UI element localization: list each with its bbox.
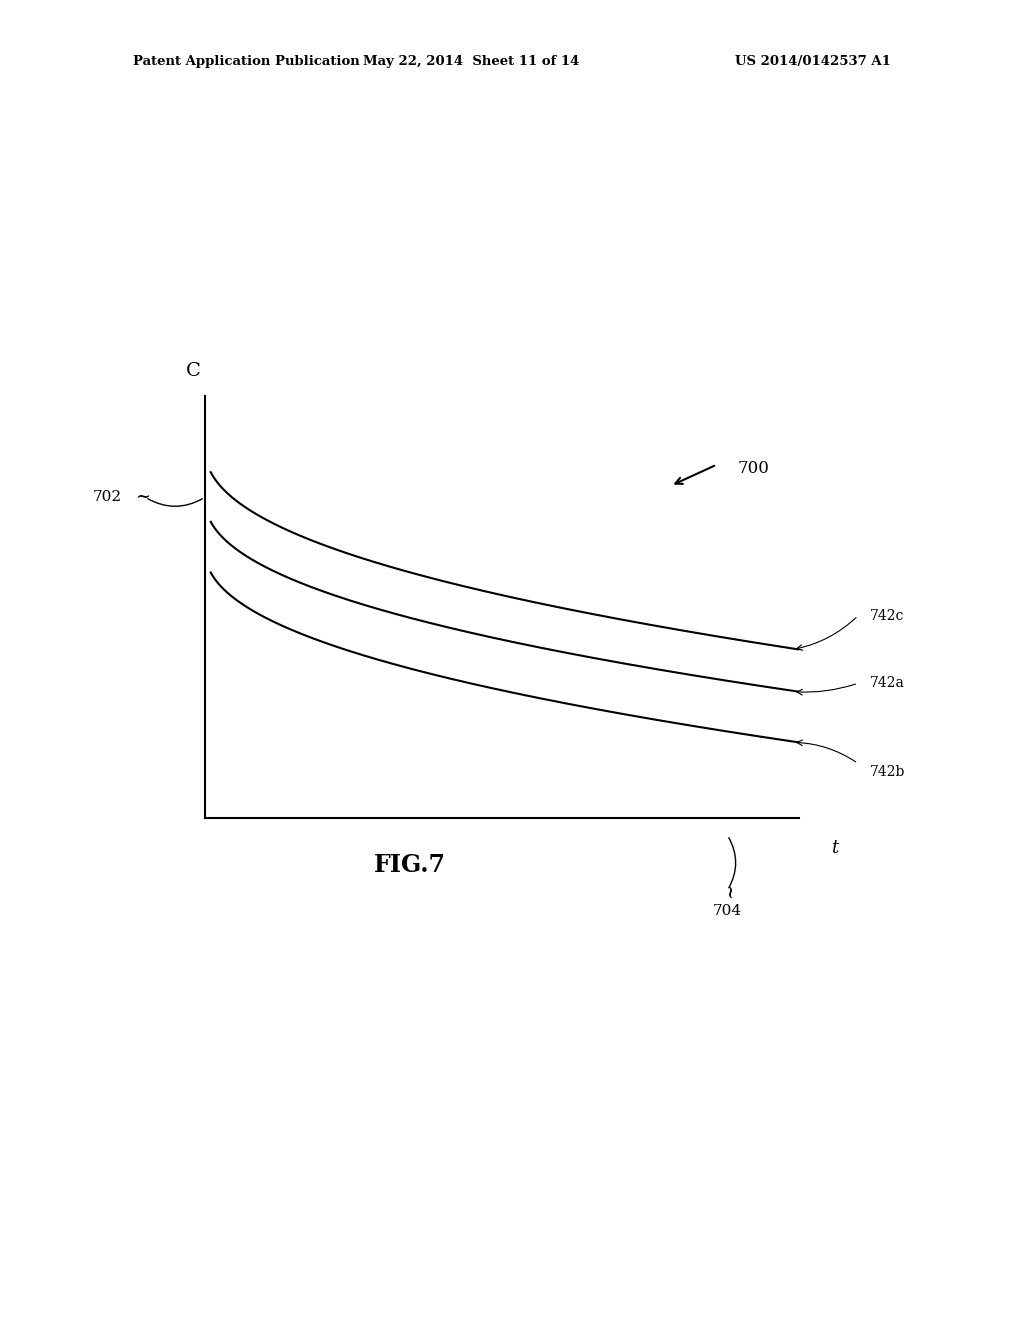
Text: t: t	[830, 840, 838, 857]
Text: 742c: 742c	[870, 609, 904, 623]
Text: C: C	[185, 362, 201, 380]
Text: 742b: 742b	[870, 764, 905, 779]
Text: 702: 702	[92, 490, 122, 504]
Text: US 2014/0142537 A1: US 2014/0142537 A1	[735, 55, 891, 69]
Text: 700: 700	[737, 461, 769, 477]
Text: May 22, 2014  Sheet 11 of 14: May 22, 2014 Sheet 11 of 14	[362, 55, 580, 69]
Text: ~: ~	[719, 884, 736, 900]
Text: ~: ~	[135, 488, 150, 507]
Text: 704: 704	[713, 904, 742, 919]
Text: 742a: 742a	[870, 676, 905, 690]
Text: Patent Application Publication: Patent Application Publication	[133, 55, 359, 69]
Text: FIG.7: FIG.7	[374, 853, 445, 876]
